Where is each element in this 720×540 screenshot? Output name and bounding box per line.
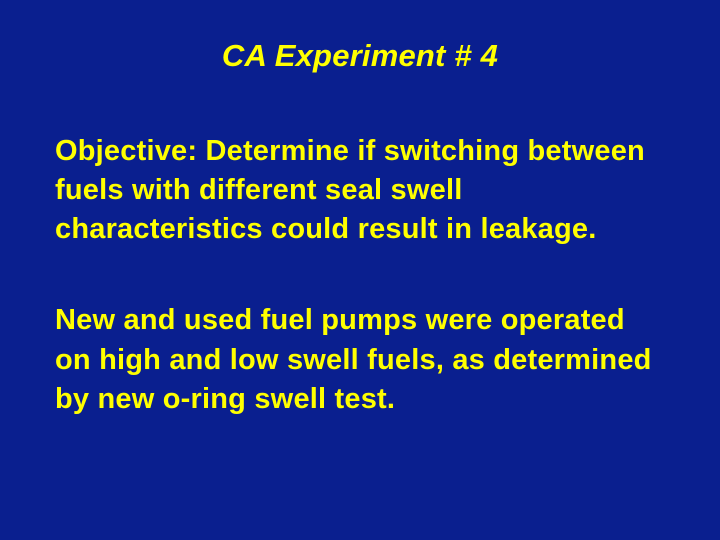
paragraph-method: New and used fuel pumps were operated on… (55, 301, 665, 418)
slide-container: CA Experiment # 4 Objective: Determine i… (0, 0, 720, 540)
slide-title: CA Experiment # 4 (55, 38, 665, 74)
paragraph-objective: Objective: Determine if switching betwee… (55, 132, 665, 249)
